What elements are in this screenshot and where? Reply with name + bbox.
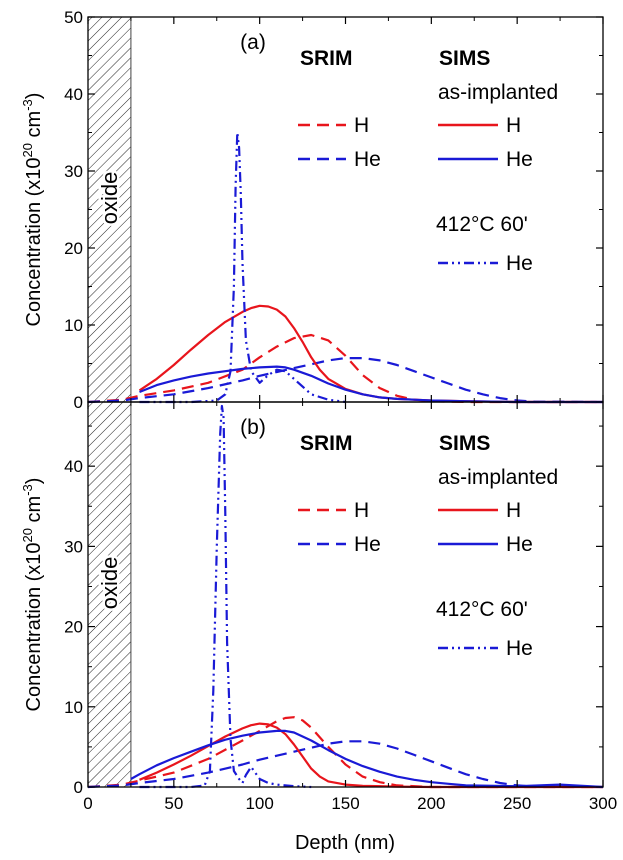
legend-anneal-he-label: He <box>506 637 533 660</box>
[object SVGGElement]: oxide <box>97 557 122 610</box>
panel-label: (a) <box>240 31 266 54</box>
y-tick-label: 40 <box>64 85 83 104</box>
y-axis-title: Concentration (x1020 cm-3) <box>20 478 45 712</box>
oxide-region <box>88 17 131 402</box>
legend-as-implanted: as-implanted <box>438 466 558 489</box>
x-tick-label: 150 <box>331 794 359 813</box>
x-tick-label: 250 <box>503 794 531 813</box>
x-tick-label: 50 <box>164 794 183 813</box>
oxide-region <box>88 402 131 787</box>
y-tick-label: 40 <box>64 457 83 476</box>
legend-sims-header: SIMS <box>439 432 490 455</box>
y-tick-label: 0 <box>74 393 83 412</box>
legend-srim-header: SRIM <box>300 432 353 455</box>
legend-srim-header: SRIM <box>300 47 353 70</box>
y-tick-label: 0 <box>74 778 83 797</box>
legend-srim-he-label: He <box>354 148 381 171</box>
legend-anneal-header: 412°C 60' <box>436 213 528 236</box>
y-tick-label: 50 <box>64 8 83 27</box>
series-srim_He <box>87 357 604 404</box>
legend-sims-header: SIMS <box>439 47 490 70</box>
x-tick-label: 100 <box>245 794 273 813</box>
y-tick-label: 20 <box>64 239 83 258</box>
panel-a: oxide 0 10 20 30 40 50 Concentration (x1020 cm-… <box>20 8 604 412</box>
series-anneal_He <box>139 404 312 789</box>
legend-anneal-he-label: He <box>506 252 533 275</box>
legend-anneal-header: 412°C 60' <box>436 598 528 621</box>
legend-sims-h-label: H <box>506 114 521 137</box>
legend-srim-h-label: H <box>354 499 369 522</box>
y-tick-label: 20 <box>64 618 83 637</box>
y-tick-label: 10 <box>64 316 83 335</box>
series-anneal_He <box>139 131 346 404</box>
y-axis-title: Concentration (x1020 cm-3) <box>20 93 45 327</box>
legend-as-implanted: as-implanted <box>438 81 558 104</box>
series-sims_H <box>139 722 603 789</box>
legend-sims-he-label: He <box>506 148 533 171</box>
x-tick-label: 200 <box>417 794 445 813</box>
[object SVGGElement]: oxide <box>97 172 122 225</box>
plot-frame <box>87 16 604 403</box>
panel-b: oxide 0 50 100 150 200 250 300 0 10 20 30 40 Concentr… <box>20 401 617 813</box>
series-srim_He <box>87 740 604 789</box>
panel-label: (b) <box>240 416 266 439</box>
series-sims_He <box>139 365 603 404</box>
legend-srim-h-label: H <box>354 114 369 137</box>
series-srim_H <box>87 716 603 789</box>
x-tick-label: 300 <box>589 794 617 813</box>
x-axis-title: Depth (nm) <box>295 832 395 854</box>
y-tick-label: 30 <box>64 162 83 181</box>
legend-sims-he-label: He <box>506 533 533 556</box>
legend-srim-he-label: He <box>354 533 381 556</box>
legend-sims-h-label: H <box>506 499 521 522</box>
y-tick-label: 10 <box>64 698 83 717</box>
x-tick-label: 0 <box>83 794 92 813</box>
y-tick-label: 30 <box>64 537 83 556</box>
series-srim_H <box>87 333 603 404</box>
plot-frame <box>87 401 604 788</box>
series-sims_He <box>130 729 604 789</box>
